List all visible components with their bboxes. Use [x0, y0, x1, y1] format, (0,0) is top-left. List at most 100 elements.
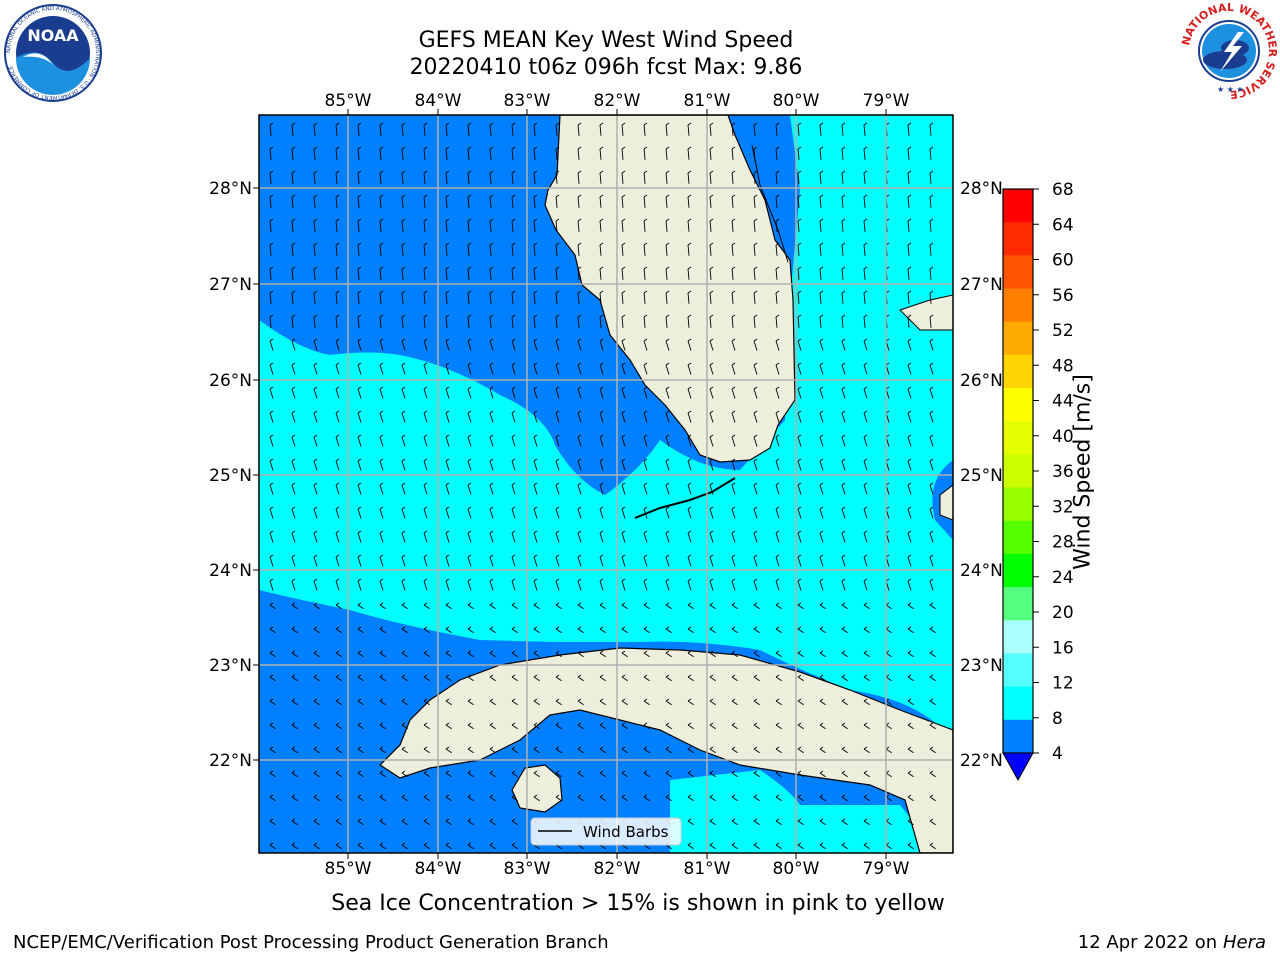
wind-barb-flag [269, 410, 274, 414]
wind-barb [445, 844, 452, 850]
wind-barb [379, 652, 386, 658]
wind-barb-flag [313, 434, 318, 438]
wind-barb [445, 484, 450, 495]
wind-barb-flag [731, 626, 736, 630]
wind-barb [753, 436, 758, 447]
wind-barb-flag [357, 362, 362, 366]
wind-barb [379, 844, 386, 850]
wind-barb-flag [401, 194, 406, 198]
wind-barb [335, 484, 340, 495]
wind-barb-flag [841, 314, 846, 318]
wind-barb-flag [797, 578, 802, 582]
wind-barb-flag [357, 266, 362, 270]
wind-barb-flag [401, 290, 406, 294]
wind-barb-flag [511, 674, 516, 678]
wind-barb [687, 364, 692, 375]
wind-barb [423, 148, 426, 160]
wind-barb-flag [863, 818, 868, 822]
wind-barb-flag [753, 506, 758, 510]
wind-barb-flag [467, 770, 472, 774]
wind-barb-flag [467, 674, 472, 678]
wind-barb [489, 652, 496, 658]
wind-barb [599, 532, 604, 543]
wind-barb-flag [533, 626, 538, 630]
colorbar-segment [1003, 620, 1033, 654]
wind-barb [885, 724, 892, 730]
wind-barb-flag [467, 146, 472, 150]
wind-barb [577, 700, 584, 706]
wind-barb-flag [357, 746, 362, 750]
wind-barb [621, 508, 626, 519]
wind-barb [797, 196, 800, 208]
wind-barb [775, 556, 780, 567]
wind-barb-flag [731, 746, 736, 750]
wind-barb-flag [753, 218, 758, 222]
wind-barb-flag [467, 722, 472, 726]
wind-barb [357, 532, 362, 543]
wind-barb-flag [379, 170, 384, 174]
wind-barb-flag [621, 770, 626, 774]
wind-barb-flag [291, 842, 296, 846]
wind-barb [929, 508, 934, 519]
wind-barb [467, 724, 474, 730]
wind-barb-flag [401, 602, 406, 606]
wind-barb [269, 268, 272, 280]
wind-barb-flag [907, 314, 912, 318]
colorbar-tick-label: 28 [1052, 533, 1074, 553]
wind-barb [423, 484, 428, 495]
wind-barb-flag [599, 266, 604, 270]
wind-barb [577, 316, 580, 328]
wind-barb-flag [621, 554, 626, 558]
wind-barb [841, 724, 848, 730]
wind-barb [335, 508, 340, 519]
wind-barb [489, 508, 494, 519]
wind-barb [357, 796, 364, 802]
wind-barb [709, 388, 714, 399]
wind-barb-flag [775, 818, 780, 822]
wind-barb-flag [291, 458, 296, 462]
wind-barb-flag [313, 770, 318, 774]
wind-barb-flag [467, 602, 472, 606]
wind-barb-flag [863, 722, 868, 726]
wind-barb [775, 244, 778, 256]
wind-barb [269, 796, 276, 802]
wind-barb [709, 772, 716, 778]
wind-barb [445, 340, 450, 351]
wind-barb [489, 268, 492, 280]
wind-barb-flag [511, 482, 516, 486]
wind-barb [577, 244, 580, 256]
wind-barbs-legend: Wind Barbs [530, 817, 682, 846]
wind-barb [379, 700, 386, 706]
wind-barb-flag [379, 794, 384, 798]
wind-barb [269, 388, 274, 399]
wind-barb [423, 676, 430, 682]
wind-barb [643, 724, 650, 730]
wind-barb-flag [445, 170, 450, 174]
wind-barb-flag [335, 362, 340, 366]
wind-barb [797, 340, 802, 351]
wind-barb [753, 220, 756, 232]
wind-barb-flag [797, 122, 802, 126]
wind-barb-flag [709, 338, 714, 342]
wind-barb [775, 340, 780, 351]
wind-barb-flag [929, 770, 934, 774]
wind-barb-flag [709, 146, 714, 150]
wind-barb [775, 844, 782, 850]
wind-barb-flag [929, 386, 934, 390]
wind-barb-flag [489, 386, 494, 390]
wind-barb-flag [687, 122, 692, 126]
wind-barb [445, 196, 448, 208]
wind-barb [577, 772, 584, 778]
wind-barb-flag [665, 698, 670, 702]
wind-barb [819, 364, 824, 375]
wind-barb-flag [929, 218, 934, 222]
wind-barb-flag [687, 194, 692, 198]
wind-barb-flag [467, 266, 472, 270]
wind-barb-flag [643, 170, 648, 174]
lon-label-bottom: 82°W [594, 859, 641, 879]
wind-barb-flag [621, 602, 626, 606]
wind-barb [357, 652, 364, 658]
wind-barb [269, 844, 276, 850]
wind-barb [269, 412, 274, 423]
wind-barb [423, 844, 430, 850]
